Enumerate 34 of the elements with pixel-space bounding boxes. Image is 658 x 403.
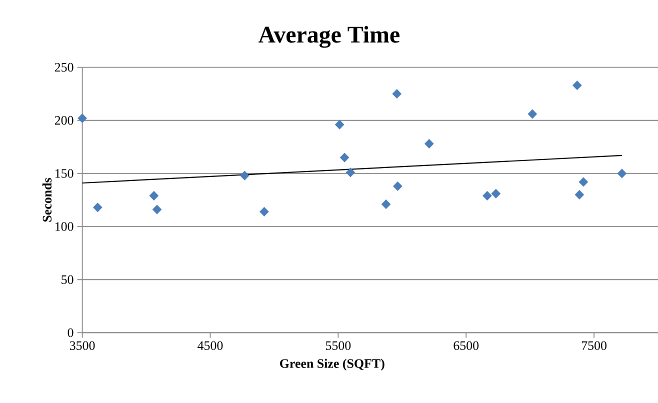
x-tick-label: 3500: [70, 341, 95, 350]
y-tick-label: 250: [54, 62, 74, 72]
x-tick-label: 4500: [198, 341, 223, 350]
x-axis-title: Green Size (SQFT): [280, 358, 384, 371]
x-tick-label: 6500: [454, 341, 479, 350]
x-tick-label: 7500: [582, 341, 606, 350]
y-tick-label: 50: [62, 275, 74, 284]
chart-title: Average Time: [258, 26, 400, 48]
point: [482, 190, 492, 201]
point: [392, 89, 402, 99]
point: [424, 138, 434, 149]
point: [491, 188, 501, 198]
y-tick-label: 100: [55, 222, 74, 231]
y-tick-label: 200: [54, 116, 74, 125]
point: [240, 170, 250, 180]
point: [574, 190, 584, 200]
point: [346, 168, 356, 178]
y-tick-label: 150: [55, 169, 74, 178]
point: [334, 120, 344, 130]
point: [578, 177, 588, 187]
point: [149, 190, 159, 201]
point: [92, 202, 102, 212]
y-tick-label: 0: [68, 328, 74, 338]
point: [392, 181, 402, 191]
point: [260, 206, 269, 216]
point: [340, 152, 350, 162]
point: [381, 199, 391, 210]
point: [78, 113, 87, 124]
point: [528, 109, 538, 119]
y-axis-title: Seconds: [42, 178, 52, 222]
x-tick-label: 5500: [326, 341, 351, 350]
point: [152, 204, 162, 214]
point: [572, 80, 582, 90]
point: [617, 168, 627, 178]
